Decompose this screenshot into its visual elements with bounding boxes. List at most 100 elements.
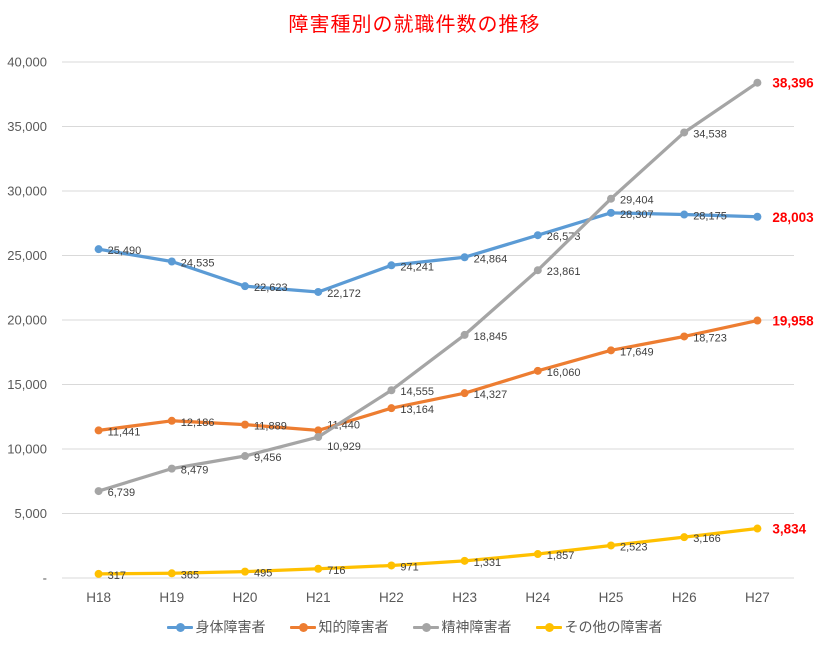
final-data-label: 19,958	[772, 314, 814, 329]
legend-label: 身体障害者	[195, 619, 266, 635]
y-axis-tick-label: 40,000	[7, 55, 47, 70]
data-label: 716	[327, 565, 345, 577]
legend-label: 精神障害者	[441, 619, 512, 635]
data-point	[314, 564, 323, 573]
y-axis-tick-label: -	[43, 571, 47, 586]
legend-line-dot-icon	[535, 622, 562, 632]
data-label: 14,555	[400, 386, 434, 398]
data-point	[314, 433, 323, 442]
data-point	[533, 550, 542, 559]
data-label: 14,327	[474, 389, 508, 401]
data-label: 9,456	[254, 452, 282, 464]
data-label: 29,404	[620, 195, 654, 207]
data-point	[607, 208, 615, 217]
data-label: 8,479	[181, 465, 209, 477]
final-data-label: 3,834	[772, 522, 806, 537]
data-label: 6,739	[108, 487, 136, 499]
data-label: 11,440	[327, 419, 360, 431]
data-point	[167, 416, 176, 425]
data-point	[460, 253, 469, 262]
data-point	[533, 366, 542, 375]
final-data-label: 38,396	[772, 76, 814, 91]
data-label: 24,864	[474, 253, 508, 265]
data-point	[314, 426, 323, 435]
data-label: 971	[400, 561, 418, 573]
data-point	[753, 316, 762, 325]
x-axis-label: H24	[525, 590, 550, 605]
legend-line-dot-icon	[166, 622, 193, 632]
y-axis-tick-label: 25,000	[7, 248, 47, 263]
x-axis-label: H18	[86, 590, 111, 605]
data-point	[533, 266, 542, 275]
data-label: 10,929	[327, 441, 361, 453]
legend-item-other: その他の障害者	[535, 617, 663, 637]
y-axis-tick-label: 10,000	[7, 442, 47, 457]
data-point	[387, 386, 396, 395]
x-axis-label: H21	[306, 590, 331, 605]
data-label: 18,845	[474, 331, 508, 343]
final-data-label: 28,003	[772, 210, 814, 225]
data-point	[387, 404, 396, 413]
data-point	[680, 128, 689, 137]
series-line-0	[96, 211, 760, 294]
data-point	[94, 426, 103, 435]
x-axis-label: H23	[452, 590, 477, 605]
data-label: 1,331	[474, 557, 502, 569]
data-point	[167, 257, 176, 266]
y-axis-tick-label: 15,000	[7, 377, 47, 392]
data-point	[607, 194, 615, 203]
data-label: 26,573	[547, 231, 581, 243]
data-point	[241, 567, 249, 576]
data-point	[387, 561, 396, 570]
x-axis-label: H19	[159, 590, 184, 605]
data-point	[241, 420, 249, 429]
y-axis-tick-label: 5,000	[14, 506, 47, 521]
data-point	[94, 569, 103, 578]
series-line-1	[96, 318, 760, 433]
data-point	[460, 330, 469, 339]
legend-item-mental: 精神障害者	[412, 617, 512, 637]
data-point	[241, 282, 249, 291]
data-label: 11,441	[108, 426, 141, 438]
x-axis-label: H25	[599, 590, 624, 605]
data-label: 25,490	[108, 245, 142, 257]
data-point	[460, 389, 469, 398]
x-axis-label: H26	[672, 590, 697, 605]
legend-line-dot-icon	[289, 622, 316, 632]
data-label: 13,164	[400, 404, 434, 416]
data-label: 24,535	[181, 257, 215, 269]
line-chart: 40,000 35,000 30,000 25,000 20,000 15,000 10,0…	[7, 55, 814, 606]
data-label: 11,889	[254, 421, 287, 433]
data-point	[94, 245, 103, 254]
data-point	[680, 332, 689, 341]
legend-item-intellectual: 知的障害者	[289, 617, 389, 637]
data-point	[167, 569, 176, 578]
legend-line-dot-icon	[412, 622, 439, 632]
data-point	[94, 487, 103, 496]
x-axis-label: H20	[233, 590, 258, 605]
data-label: 317	[108, 570, 126, 582]
data-point	[387, 261, 396, 270]
y-axis-tick-label: 35,000	[7, 119, 47, 134]
data-label: 16,060	[547, 367, 581, 379]
data-label: 23,861	[547, 266, 581, 278]
data-point	[680, 533, 689, 542]
data-label: 365	[181, 569, 199, 581]
legend: 身体障害者 知的障害者 精神障害者 その他の障害者	[0, 617, 829, 637]
data-point	[460, 556, 469, 565]
data-point	[680, 210, 689, 219]
data-point	[753, 78, 762, 87]
legend-item-physical: 身体障害者	[166, 617, 266, 637]
x-axis-label: H22	[379, 590, 404, 605]
data-point	[167, 464, 176, 473]
data-label: 28,175	[693, 211, 727, 223]
data-label: 18,723	[693, 332, 727, 344]
data-point	[607, 346, 615, 355]
data-point	[533, 231, 542, 240]
legend-label: 知的障害者	[318, 619, 389, 635]
data-point	[753, 524, 762, 533]
chart-title: 障害種別の就職件数の推移	[288, 14, 541, 36]
data-label: 2,523	[620, 541, 648, 553]
data-label: 1,857	[547, 550, 575, 562]
